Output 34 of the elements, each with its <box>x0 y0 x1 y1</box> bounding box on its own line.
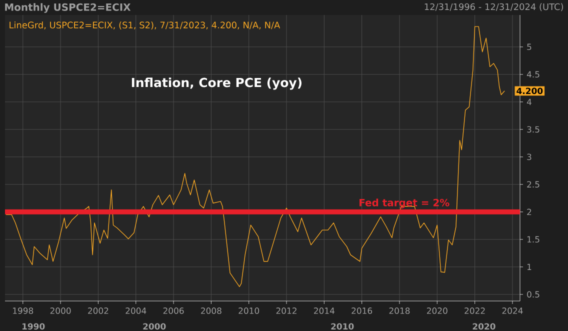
text: 2010 <box>331 323 354 330</box>
x-tick-label: 2024 <box>502 308 523 314</box>
x-tick-label: 2012 <box>276 308 296 314</box>
x-tick-label: 2022 <box>464 308 485 314</box>
x-tick-label: 2020 <box>427 308 448 314</box>
y-tick-label: 3 <box>527 154 532 160</box>
x-tick-label: 2004 <box>126 308 146 314</box>
x-tick-label: 2018 <box>389 308 410 314</box>
ref-line-label: Fed target = 2% <box>360 198 450 208</box>
x-tick-label: 2000 <box>50 308 71 314</box>
x-tick-label: 1998 <box>13 308 34 314</box>
y-tick-label: 4.5 <box>526 71 540 78</box>
y-tick-label: 1 <box>527 264 532 270</box>
y-tick-label: 2 <box>527 208 532 216</box>
chart-title: Monthly USPCE2=ECIX <box>5 3 131 13</box>
x-tick-label: 2010 <box>238 308 260 314</box>
text: 2020 <box>472 323 496 330</box>
y-tick-label: 3.5 <box>527 126 540 133</box>
x-tick-label: 2016 <box>352 308 372 314</box>
y-tick-label: 0.5 <box>527 291 540 298</box>
y-tick-label: 2.5 <box>527 181 540 188</box>
y-tick-label: 4 <box>526 98 532 105</box>
chart-subtitle: 12/31/1996 - 12/31/2024 (UTC) <box>424 3 564 12</box>
y-tick-label: 5 <box>527 44 532 50</box>
x-tick-label: 2008 <box>201 308 222 314</box>
text: 1990 <box>22 323 45 330</box>
y-tick-label: 1.5 <box>527 236 540 243</box>
annotation: Inflation, Core PCE (yoy) <box>132 78 302 90</box>
x-tick-label: 2014 <box>314 308 334 314</box>
x-tick-label: 2006 <box>163 308 184 314</box>
annotation: 4.200 <box>516 88 543 94</box>
annotation: LineGrd, USPCE2=ECIX, (S1, S2), 7/31/2023, 4.200, N/A, N/A <box>10 21 280 30</box>
x-tick-label: 2002 <box>88 308 108 314</box>
text: 2000 <box>143 323 166 330</box>
